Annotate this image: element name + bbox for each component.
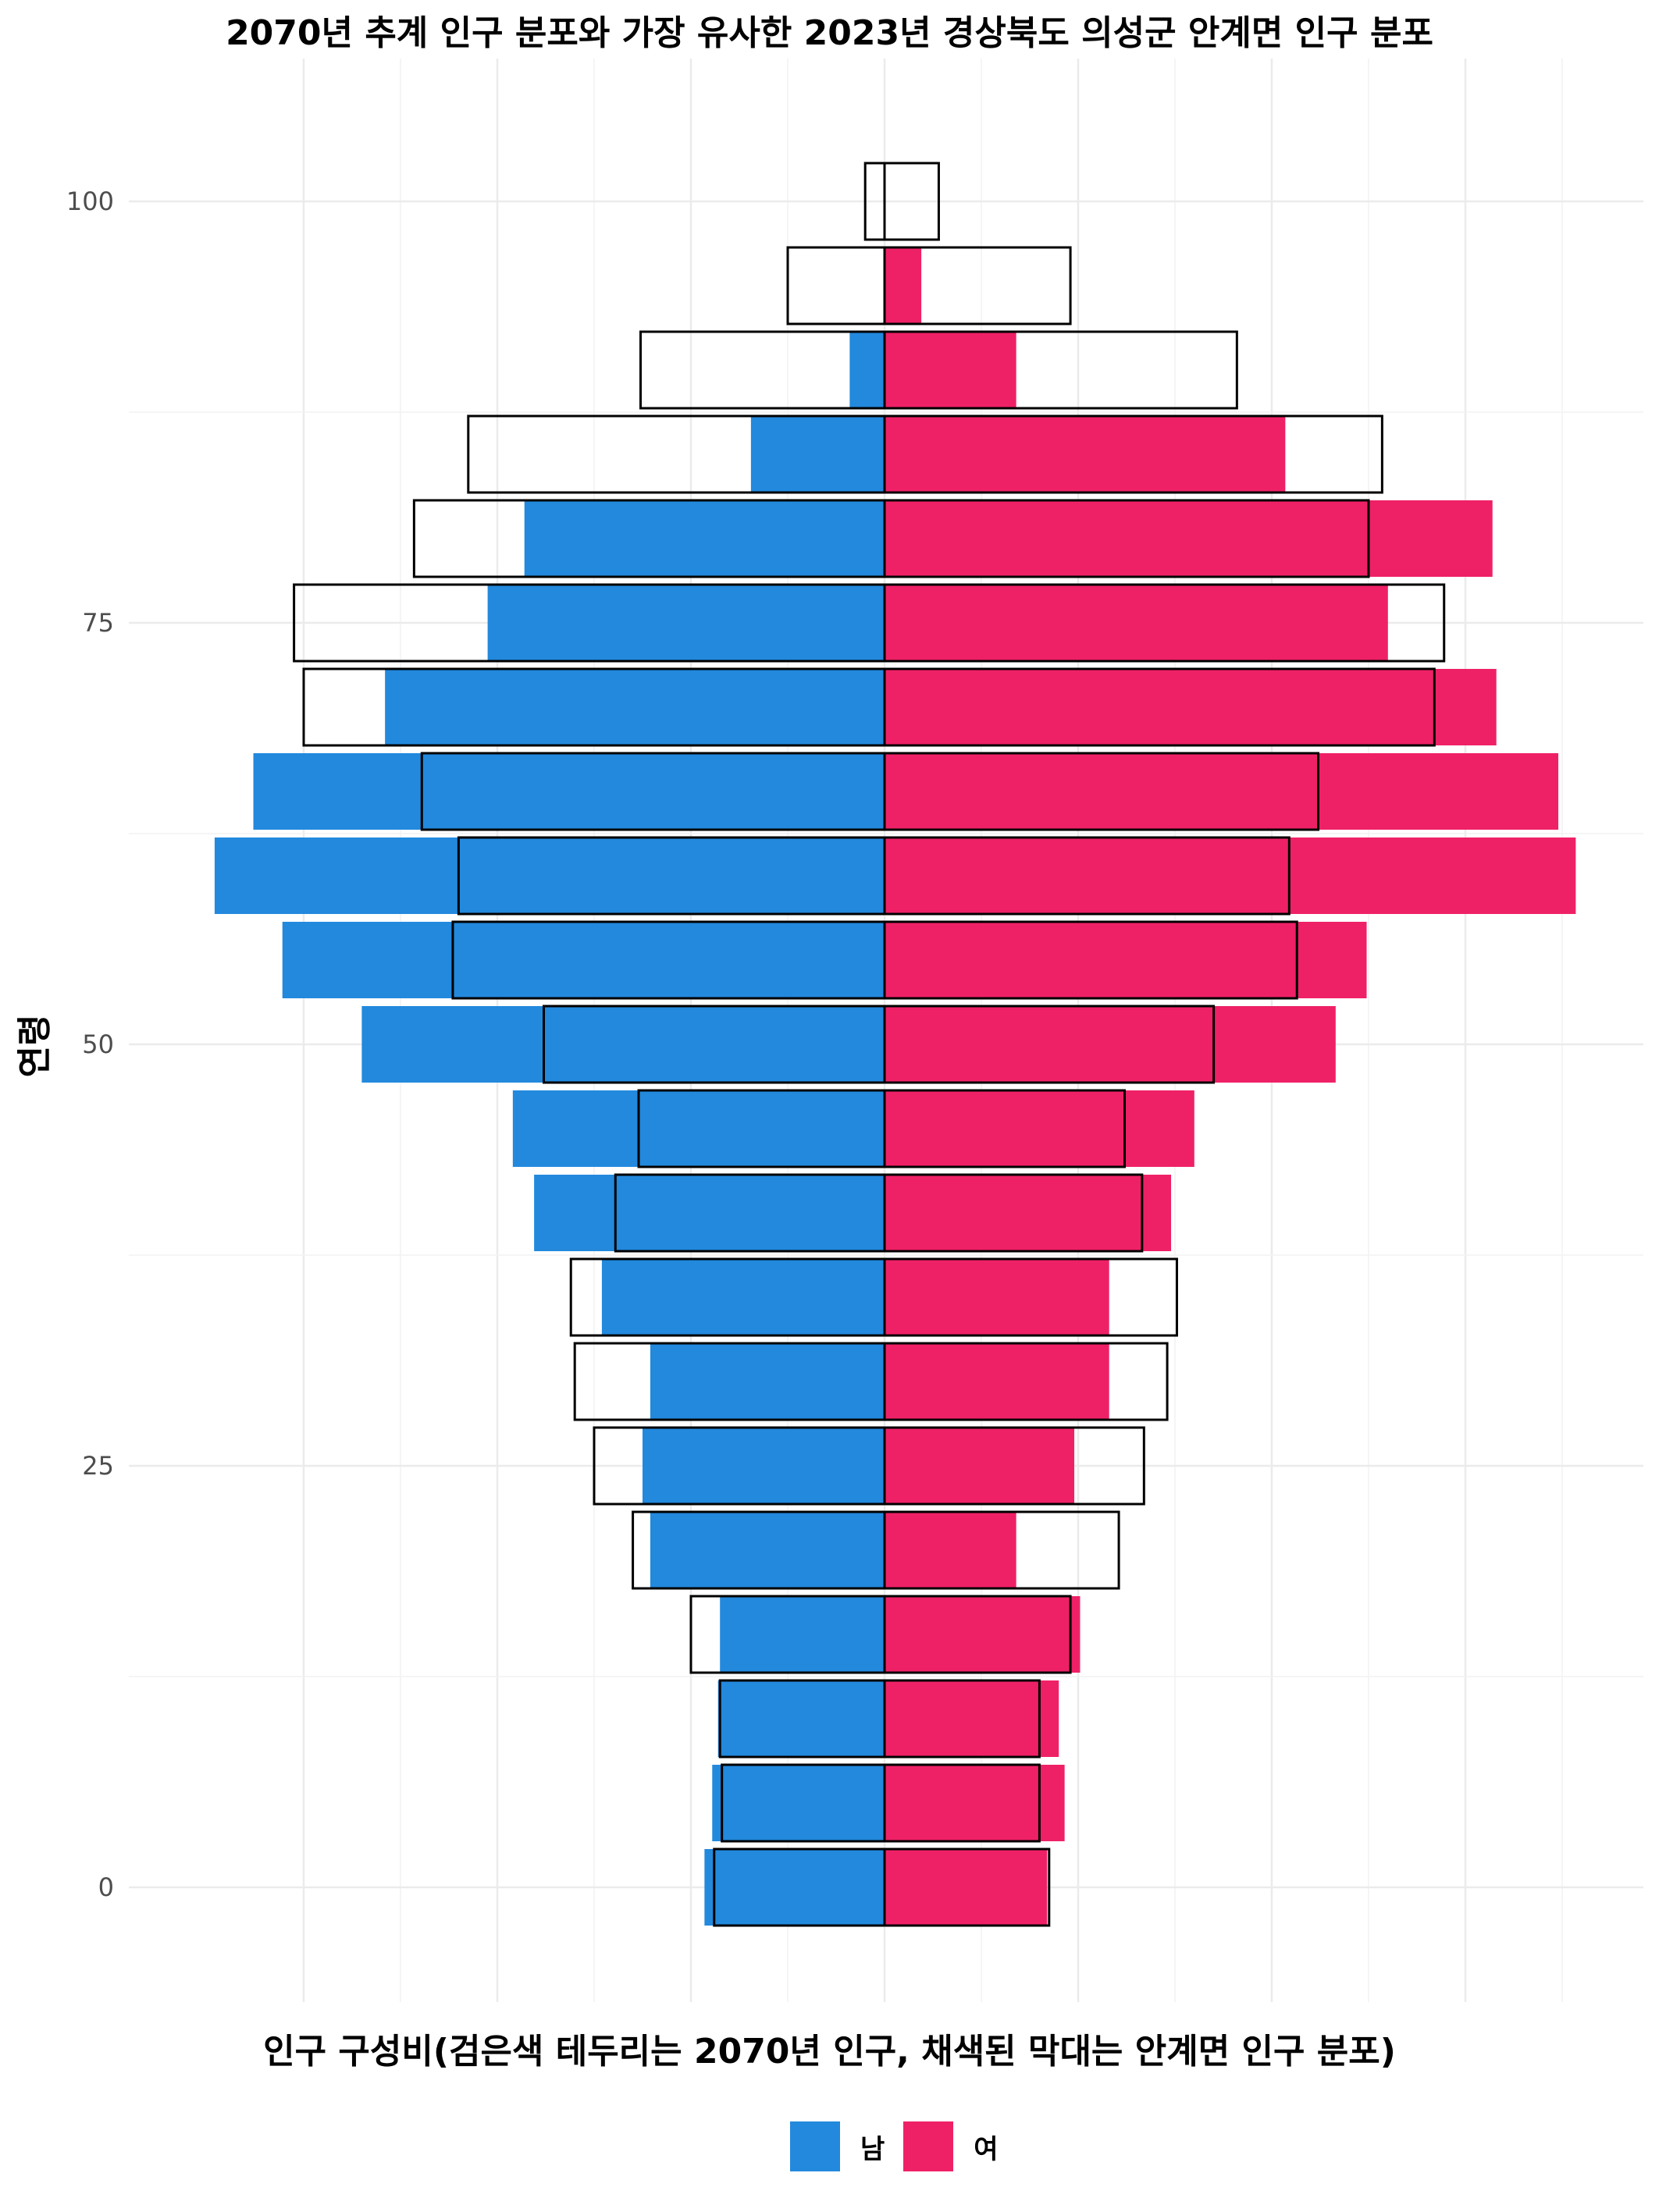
bar-male-age-60 xyxy=(214,838,885,914)
outline-female-2070-age-50 xyxy=(883,1005,1216,1084)
outline-female-2070-age-45 xyxy=(883,1089,1127,1168)
bar-male-age-45 xyxy=(512,1090,885,1167)
outline-bars xyxy=(293,162,1446,1927)
bar-male-age-65 xyxy=(253,753,885,830)
legend-swatch-female xyxy=(903,2121,954,2171)
bar-male-age-90 xyxy=(849,332,885,408)
bar-male-age-0 xyxy=(704,1849,885,1926)
bar-male-age-20 xyxy=(650,1512,885,1588)
outline-female-2070-age-90 xyxy=(883,330,1238,410)
bar-female-age-65 xyxy=(885,753,1559,830)
legend-swatch-male xyxy=(790,2121,840,2171)
legend-label-female: 여 xyxy=(974,2133,999,2165)
bar-male-age-50 xyxy=(361,1006,885,1083)
bar-male-age-30 xyxy=(650,1343,885,1420)
y-tick-label: 0 xyxy=(98,1872,114,1902)
x-axis-label: 인구 구성비(검은색 테두리는 2070년 인구, 채색된 막대는 안계면 인구… xyxy=(263,2032,1396,2072)
bar-male-age-55 xyxy=(282,922,885,998)
outline-female-2070-age-5 xyxy=(883,1763,1041,1843)
y-axis-label: 연령 xyxy=(15,1014,55,1078)
bar-female-age-80 xyxy=(885,500,1493,577)
bar-female-age-60 xyxy=(885,838,1576,914)
y-tick-label: 75 xyxy=(82,608,114,638)
outline-female-2070-age-15 xyxy=(883,1595,1072,1674)
bar-female-age-70 xyxy=(885,669,1497,745)
outline-female-2070-age-60 xyxy=(883,836,1291,916)
outline-female-2070-age-0 xyxy=(883,1847,1051,1927)
bar-male-age-85 xyxy=(750,416,885,493)
bar-female-age-15 xyxy=(885,1596,1080,1673)
legend-item-female: 여 xyxy=(903,2121,999,2171)
outline-female-2070-age-65 xyxy=(883,752,1320,831)
bar-female-age-50 xyxy=(885,1006,1336,1083)
outline-female-2070-age-85 xyxy=(883,414,1383,494)
outline-male-2070-age-90 xyxy=(639,330,886,410)
bar-female-age-5 xyxy=(885,1765,1065,1841)
bar-female-age-10 xyxy=(885,1680,1059,1757)
bar-male-age-25 xyxy=(643,1428,885,1504)
bar-male-age-70 xyxy=(385,669,885,745)
bar-female-age-75 xyxy=(885,585,1388,661)
outline-female-2070-age-30 xyxy=(883,1342,1169,1421)
bar-male-age-5 xyxy=(712,1765,885,1841)
y-tick-labels: 0 25 50 75 100 xyxy=(66,187,114,1902)
outline-female-2070-age-35 xyxy=(883,1257,1178,1337)
bar-male-age-35 xyxy=(601,1259,885,1335)
bar-female-age-35 xyxy=(885,1259,1109,1335)
chart-title: 2070년 추계 인구 분포와 가장 유사한 2023년 경상북도 의성군 안계… xyxy=(226,13,1433,53)
outline-female-2070-age-70 xyxy=(883,667,1436,747)
bar-male-age-40 xyxy=(534,1175,885,1251)
bar-female-age-95 xyxy=(885,247,922,324)
bar-male-age-80 xyxy=(524,500,885,577)
outline-female-2070-age-95 xyxy=(883,246,1072,325)
outline-female-2070-age-55 xyxy=(883,920,1298,1000)
outline-female-2070-age-80 xyxy=(883,499,1370,578)
legend-label-male: 남 xyxy=(860,2133,885,2165)
bar-female-age-85 xyxy=(885,416,1286,493)
filled-bars xyxy=(214,247,1576,1926)
y-tick-label: 25 xyxy=(82,1451,114,1481)
bar-female-age-45 xyxy=(885,1090,1194,1167)
outline-female-2070-age-25 xyxy=(883,1426,1145,1506)
outline-female-2070-age-75 xyxy=(883,583,1446,663)
outline-female-2070-age-40 xyxy=(883,1173,1144,1253)
outline-female-2070-age-10 xyxy=(883,1679,1041,1759)
bar-female-age-0 xyxy=(885,1849,1048,1926)
bar-female-age-40 xyxy=(885,1175,1172,1251)
legend-item-male: 남 xyxy=(790,2121,885,2171)
y-tick-label: 100 xyxy=(66,187,114,216)
outline-male-2070-age-95 xyxy=(786,246,886,325)
legend: 남 여 xyxy=(790,2121,1017,2171)
bar-male-age-10 xyxy=(717,1680,885,1757)
bar-female-age-20 xyxy=(885,1512,1016,1588)
bar-female-age-30 xyxy=(885,1343,1109,1420)
bar-female-age-55 xyxy=(885,922,1367,998)
y-tick-label: 50 xyxy=(82,1030,114,1059)
bar-female-age-90 xyxy=(885,332,1016,408)
bar-male-age-15 xyxy=(720,1596,885,1673)
bar-male-age-75 xyxy=(487,585,885,661)
outline-female-2070-age-20 xyxy=(883,1510,1120,1590)
bar-female-age-25 xyxy=(885,1428,1075,1504)
outline-female-2070-age-100 xyxy=(883,162,940,241)
